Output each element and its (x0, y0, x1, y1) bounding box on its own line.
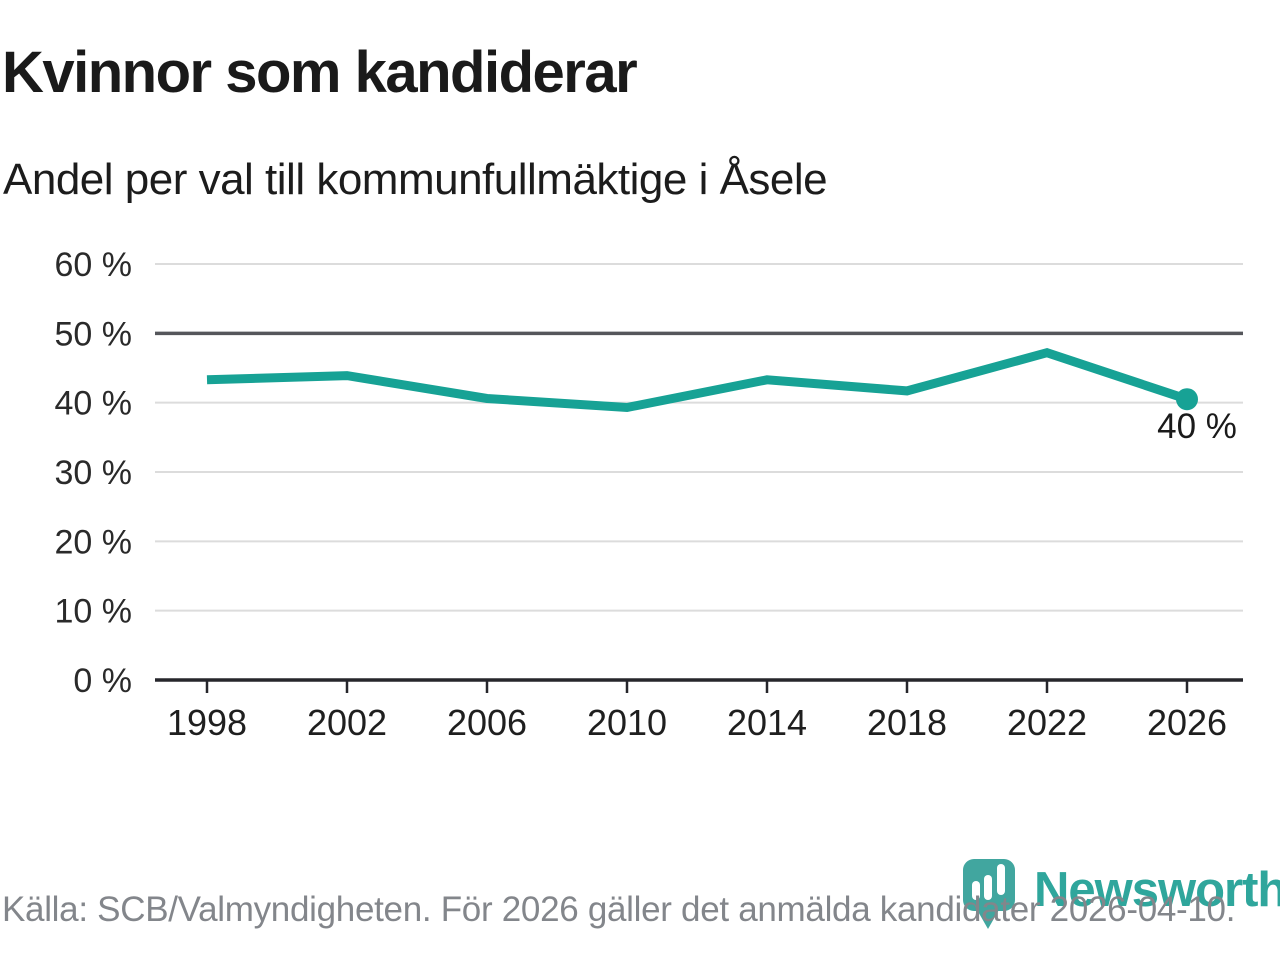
data-line (206, 348, 1189, 413)
x-tick-label: 2002 (307, 702, 387, 743)
x-tick-label: 1998 (167, 702, 247, 743)
x-tick-label: 2018 (867, 702, 947, 743)
y-tick-label: 20 % (55, 523, 133, 561)
logo-bubble-tail (976, 908, 1000, 929)
line-chart: 0 % 10 % 20 % 30 % 40 % 50 % 60 % 1998 2002 2006 2… (55, 246, 1243, 743)
y-tick-label: 30 % (55, 454, 133, 492)
y-tick-label: 60 % (55, 246, 133, 284)
newsworthy-wordmark: Newsworthy (1034, 863, 1280, 917)
x-tick-label: 2014 (727, 702, 807, 743)
y-tick-label: 0 % (73, 662, 132, 700)
end-point-marker (1176, 388, 1198, 411)
x-tick-label: 2010 (587, 702, 667, 743)
chart-subtitle: Andel per val till kommunfullmäktige i Å… (3, 155, 828, 204)
source-note: Källa: SCB/Valmyndigheten. För 2026 gäll… (2, 890, 1236, 929)
y-tick-label: 40 % (55, 385, 133, 423)
chart-title: Kvinnor som kandiderar (2, 40, 638, 105)
x-tick-label: 2026 (1147, 702, 1227, 743)
newsworthy-logo: Newsworthy (962, 858, 1280, 932)
newsworthy-logo-icon (963, 859, 1015, 929)
end-point-label: 40 % (1157, 407, 1237, 446)
y-tick-label: 50 % (55, 315, 133, 353)
y-tick-label: 10 % (55, 593, 133, 631)
x-tick-label: 2022 (1007, 702, 1087, 743)
x-tick-label: 2006 (447, 702, 527, 743)
